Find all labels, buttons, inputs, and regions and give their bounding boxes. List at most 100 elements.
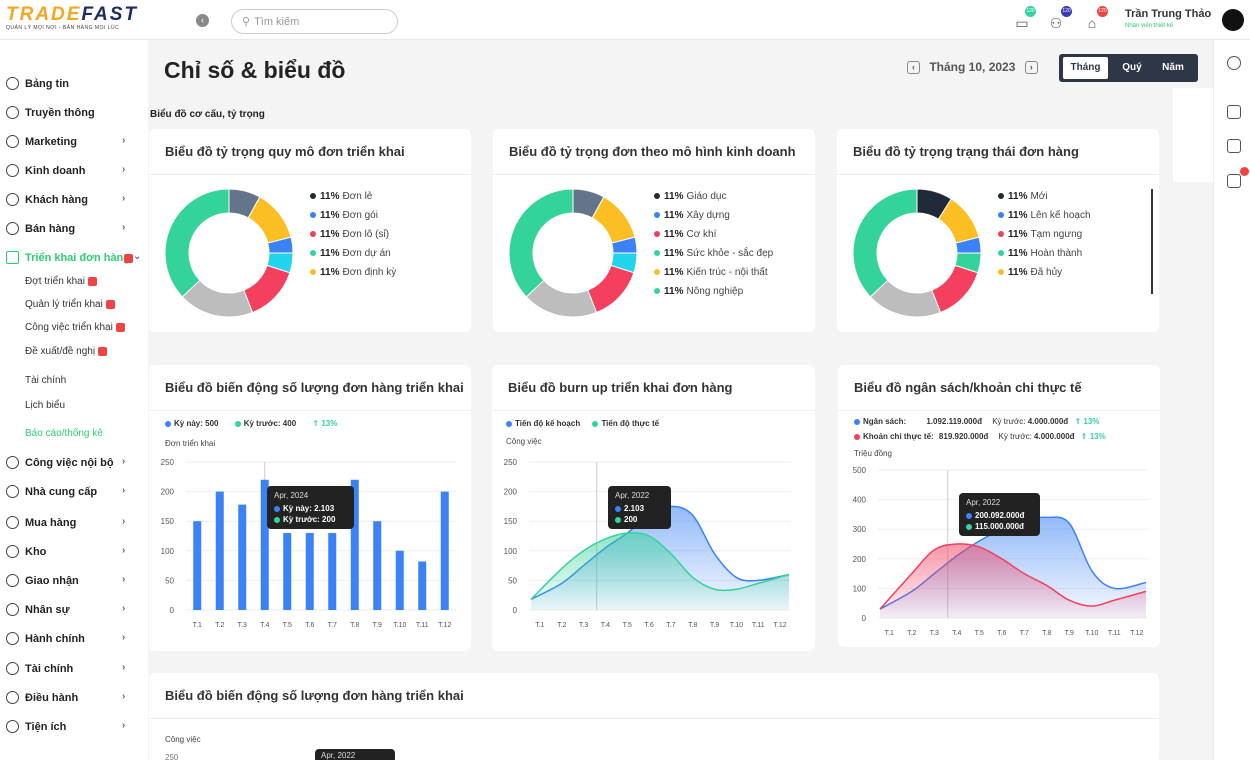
sidebar-item-0[interactable]: Bảng tin [0,75,148,95]
sidebar-item-13[interactable]: Hành chính › [0,630,148,650]
chevron-icon[interactable]: › [122,193,126,204]
chevron-icon[interactable]: › [122,574,126,585]
x-tick-label: T.11 [1108,630,1121,637]
chevron-icon[interactable]: › [122,164,126,175]
chart-tooltip: Apr, 2022 [315,749,395,760]
donut-slice[interactable] [587,264,635,314]
user-name[interactable]: Trần Trung Thảo [1125,8,1212,20]
chevron-icon[interactable]: › [122,516,126,527]
bar[interactable] [260,479,269,610]
calendar-icon[interactable] [1227,174,1241,188]
x-tick-label: T.9 [1065,630,1074,637]
sidebar-subitem-4[interactable]: Tài chính [25,375,66,386]
series-line[interactable] [879,543,1147,610]
y-tick-label: 50 [508,576,517,585]
bar[interactable] [328,533,337,610]
alarm-badge: 120 [1097,6,1108,17]
legend-label: Cơ khí [686,229,717,240]
donut-slice[interactable] [164,188,230,298]
bar[interactable] [305,533,314,610]
chat-icon[interactable]: ▭ [1015,15,1029,31]
legend-prev-label: Kỳ trước: [992,417,1026,426]
note-icon[interactable] [1227,139,1241,153]
bar[interactable] [440,491,449,610]
sidebar-item-10[interactable]: Kho › [0,543,148,563]
bar[interactable] [283,533,292,610]
search-input[interactable]: ⚲ Tìm kiếm [231,9,398,34]
chevron-icon[interactable]: › [122,456,126,467]
bar[interactable] [193,521,202,610]
sidebar-item-2[interactable]: Marketing › [0,133,148,153]
chat-badge: 120 [1025,6,1036,17]
sidebar-item-label: Kinh doanh [25,165,86,177]
sidebar-item-5[interactable]: Bán hàng › [0,220,148,240]
donut-slice[interactable] [931,264,979,314]
sidebar-item-9[interactable]: Mua hàng › [0,514,148,534]
chevron-icon[interactable]: › [122,603,126,614]
sidebar-subitem-badge [98,346,108,356]
donut-slice[interactable] [243,264,291,314]
collapse-sidebar-icon[interactable]: ‹ [196,14,209,27]
donut-slice[interactable] [508,188,574,298]
bar[interactable] [373,521,382,610]
add-icon[interactable] [1227,56,1241,70]
chevron-icon[interactable]: › [122,632,126,643]
chevron-icon[interactable]: › [122,485,126,496]
app-logo[interactable]: TRADEFAST QUẢN LÝ MỌI NƠI - BÁN HÀNG MỌI… [6,4,146,31]
chevron-icon[interactable]: › [122,662,126,673]
legend-label: Ngân sách: [863,417,907,426]
series-line[interactable] [530,532,790,600]
sidebar-item-6[interactable]: Triển khai đơn hàng ⌄ [0,249,148,269]
avatar[interactable] [1222,9,1244,31]
sidebar-subitem-6[interactable]: Báo cáo/thống kê [25,428,103,439]
chevron-icon[interactable]: › [122,135,126,146]
legend-label: Tạm ngưng [1030,229,1083,240]
legend-percent: 11% [664,267,684,278]
chevron-icon[interactable]: › [122,691,126,702]
prev-month-button[interactable]: ‹ [907,61,920,75]
bar[interactable] [350,479,359,610]
period-year-tab[interactable]: Năm [1162,62,1184,73]
alarm-icon[interactable]: ⌂ [1087,15,1097,31]
sidebar-item-8[interactable]: Nhà cung cấp › [0,483,148,503]
sidebar-subitem-1[interactable]: Quản lý triển khai [25,299,115,310]
sidebar-item-15[interactable]: Điều hành › [0,689,148,709]
sidebar-item-7[interactable]: Công việc nội bộ › [0,454,148,474]
sidebar-subitem-0[interactable]: Đợt triển khai [25,276,97,287]
chevron-icon[interactable]: › [122,222,126,233]
sidebar-item-4[interactable]: Khách hàng › [0,191,148,211]
tooltip-row1: 200.092.000đ [975,511,1025,520]
bar[interactable] [215,491,224,610]
y-tick-label: 100 [853,584,867,593]
sidebar-item-14[interactable]: Tài chính › [0,660,148,680]
next-month-button[interactable]: › [1024,61,1038,75]
period-quarter-tab[interactable]: Quý [1122,62,1142,73]
logo-fast: FAST [81,4,139,25]
tooltip-row2: Kỳ trước: 200 [283,515,336,524]
legend-label: Đơn định kỳ [342,267,397,278]
legend-dot [654,212,660,219]
chevron-icon[interactable]: ⌄ [133,251,142,262]
sidebar-subitem-3[interactable]: Đề xuất/đề nghị [25,346,108,357]
sidebar-item-11[interactable]: Giao nhận › [0,572,148,592]
legend-prev-label: Kỳ trước: [998,432,1032,441]
bar[interactable] [418,561,427,610]
sidebar-subitem-2[interactable]: Công việc triển khai [25,322,125,333]
scrollbar[interactable] [1151,189,1153,294]
period-month-tab[interactable]: Tháng [1063,57,1108,79]
bar[interactable] [395,550,404,610]
sidebar-item-3[interactable]: Kinh doanh › [0,162,148,182]
chevron-icon[interactable]: › [122,720,126,731]
sidebar-item-12[interactable]: Nhân sự › [0,601,148,621]
bar[interactable] [238,504,247,610]
sidebar-subitem-5[interactable]: Lịch biểu [25,400,65,411]
sidebar-item-16[interactable]: Tiện ích › [0,718,148,738]
legend-dot [310,250,316,257]
chevron-icon[interactable]: › [122,545,126,556]
donut-card-model: Biểu đồ tỷ trọng đơn theo mô hình kinh d… [493,129,815,332]
document-icon[interactable] [1227,105,1241,119]
sidebar-item-1[interactable]: Truyền thông [0,104,148,124]
donut-slice[interactable] [852,188,918,298]
handshake-icon[interactable]: ⚇ [1049,15,1063,31]
tooltip-date: Apr, 2024 [274,491,309,500]
